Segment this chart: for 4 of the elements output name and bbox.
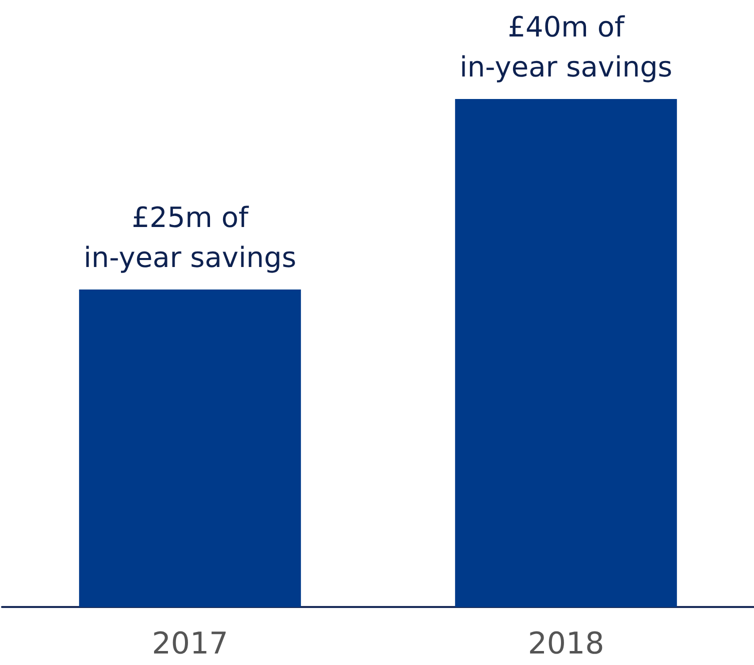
- data-label: £25m of in-year savings: [84, 201, 296, 274]
- data-label: £40m of in-year savings: [460, 10, 672, 84]
- x-tick-label: 2018: [528, 626, 604, 662]
- x-tick-label: 2017: [152, 626, 228, 662]
